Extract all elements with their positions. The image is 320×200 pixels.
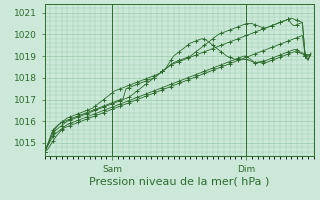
X-axis label: Pression niveau de la mer( hPa ): Pression niveau de la mer( hPa ) <box>89 177 269 187</box>
